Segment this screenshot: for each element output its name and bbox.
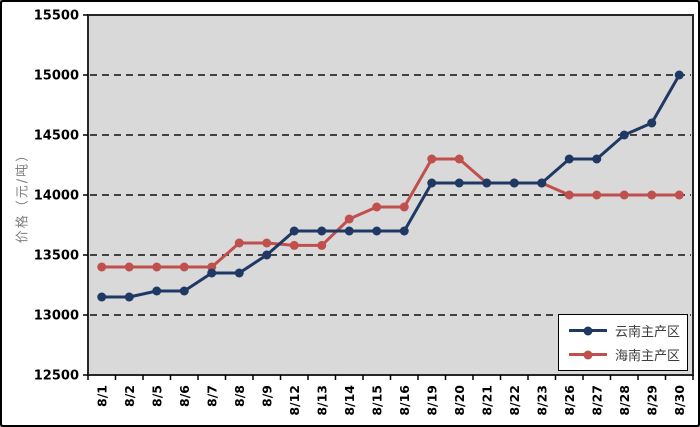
data-point xyxy=(647,190,657,200)
y-tick-label: 14500 xyxy=(34,129,79,144)
x-tick-label: 8/28 xyxy=(617,385,632,416)
x-tick-label: 8/22 xyxy=(507,385,522,416)
x-tick-label: 8/26 xyxy=(562,385,577,416)
data-point xyxy=(234,238,244,248)
x-tick-label: 8/15 xyxy=(369,385,384,416)
data-point xyxy=(537,178,547,188)
x-tick-label: 8/13 xyxy=(314,385,329,416)
data-point xyxy=(97,292,107,302)
data-point xyxy=(344,226,354,236)
x-tick-label: 8/7 xyxy=(204,385,219,407)
line-marker-swatch-icon xyxy=(569,350,607,359)
x-tick-label: 8/19 xyxy=(424,385,439,416)
series-line xyxy=(101,157,680,269)
x-tick-label: 8/14 xyxy=(342,385,357,416)
y-tick-label: 13500 xyxy=(34,249,79,264)
data-point xyxy=(564,154,574,164)
data-point xyxy=(344,214,354,224)
data-point xyxy=(317,240,327,250)
data-point xyxy=(289,226,299,236)
data-point xyxy=(427,154,437,164)
x-tick-label: 8/8 xyxy=(232,385,247,407)
data-point xyxy=(399,226,409,236)
legend-label: 云南主产区 xyxy=(615,325,681,340)
data-point xyxy=(564,190,574,200)
data-point xyxy=(179,262,189,272)
x-tick-label: 8/12 xyxy=(287,385,302,416)
data-point xyxy=(234,268,244,278)
data-point xyxy=(372,226,382,236)
y-tick-label: 12500 xyxy=(34,369,79,384)
x-tick-label: 8/27 xyxy=(589,385,604,416)
data-point xyxy=(619,130,629,140)
data-point xyxy=(454,178,464,188)
data-point xyxy=(262,250,272,260)
data-point xyxy=(674,70,684,80)
data-point xyxy=(152,286,162,296)
y-tick-label: 13000 xyxy=(34,309,79,324)
data-point xyxy=(317,226,327,236)
line-marker-swatch-icon xyxy=(569,326,607,335)
series-line xyxy=(101,74,681,299)
legend-label: 海南主产区 xyxy=(615,349,681,364)
legend-dot-icon xyxy=(583,326,593,335)
x-tick-label: 8/30 xyxy=(672,385,687,416)
data-point xyxy=(674,190,684,200)
data-point xyxy=(647,118,657,128)
legend-item-hainan: 海南主产区 xyxy=(569,345,681,364)
x-tick-label: 8/21 xyxy=(479,385,494,416)
data-point xyxy=(207,268,217,278)
data-point xyxy=(619,190,629,200)
data-point xyxy=(289,240,299,250)
data-point xyxy=(454,154,464,164)
legend-item-yunnan: 云南主产区 xyxy=(569,321,681,340)
legend: 云南主产区 海南主产区 xyxy=(558,314,688,371)
x-tick-label: 8/5 xyxy=(149,385,164,407)
data-point xyxy=(399,202,409,212)
data-point xyxy=(482,178,492,188)
y-tick-label: 15500 xyxy=(34,9,79,24)
data-point xyxy=(592,190,602,200)
data-point xyxy=(124,292,134,302)
x-tick-label: 8/2 xyxy=(122,385,137,407)
data-point xyxy=(509,178,519,188)
data-point xyxy=(592,154,602,164)
data-point xyxy=(427,178,437,188)
x-tick-label: 8/16 xyxy=(397,385,412,416)
data-point xyxy=(152,262,162,272)
data-point xyxy=(179,286,189,296)
y-tick-label: 15000 xyxy=(34,69,79,84)
x-tick-label: 8/23 xyxy=(534,385,549,416)
data-point xyxy=(97,262,107,272)
x-tick-label: 8/9 xyxy=(259,385,274,407)
x-tick-label: 8/6 xyxy=(177,385,192,407)
data-point xyxy=(124,262,134,272)
x-tick-label: 8/29 xyxy=(644,385,659,416)
x-tick-label: 8/20 xyxy=(452,385,467,416)
x-tick-label: 8/1 xyxy=(94,385,109,407)
data-point xyxy=(262,238,272,248)
legend-dot-icon xyxy=(583,350,593,359)
data-point xyxy=(372,202,382,212)
y-tick-label: 14000 xyxy=(34,189,79,204)
